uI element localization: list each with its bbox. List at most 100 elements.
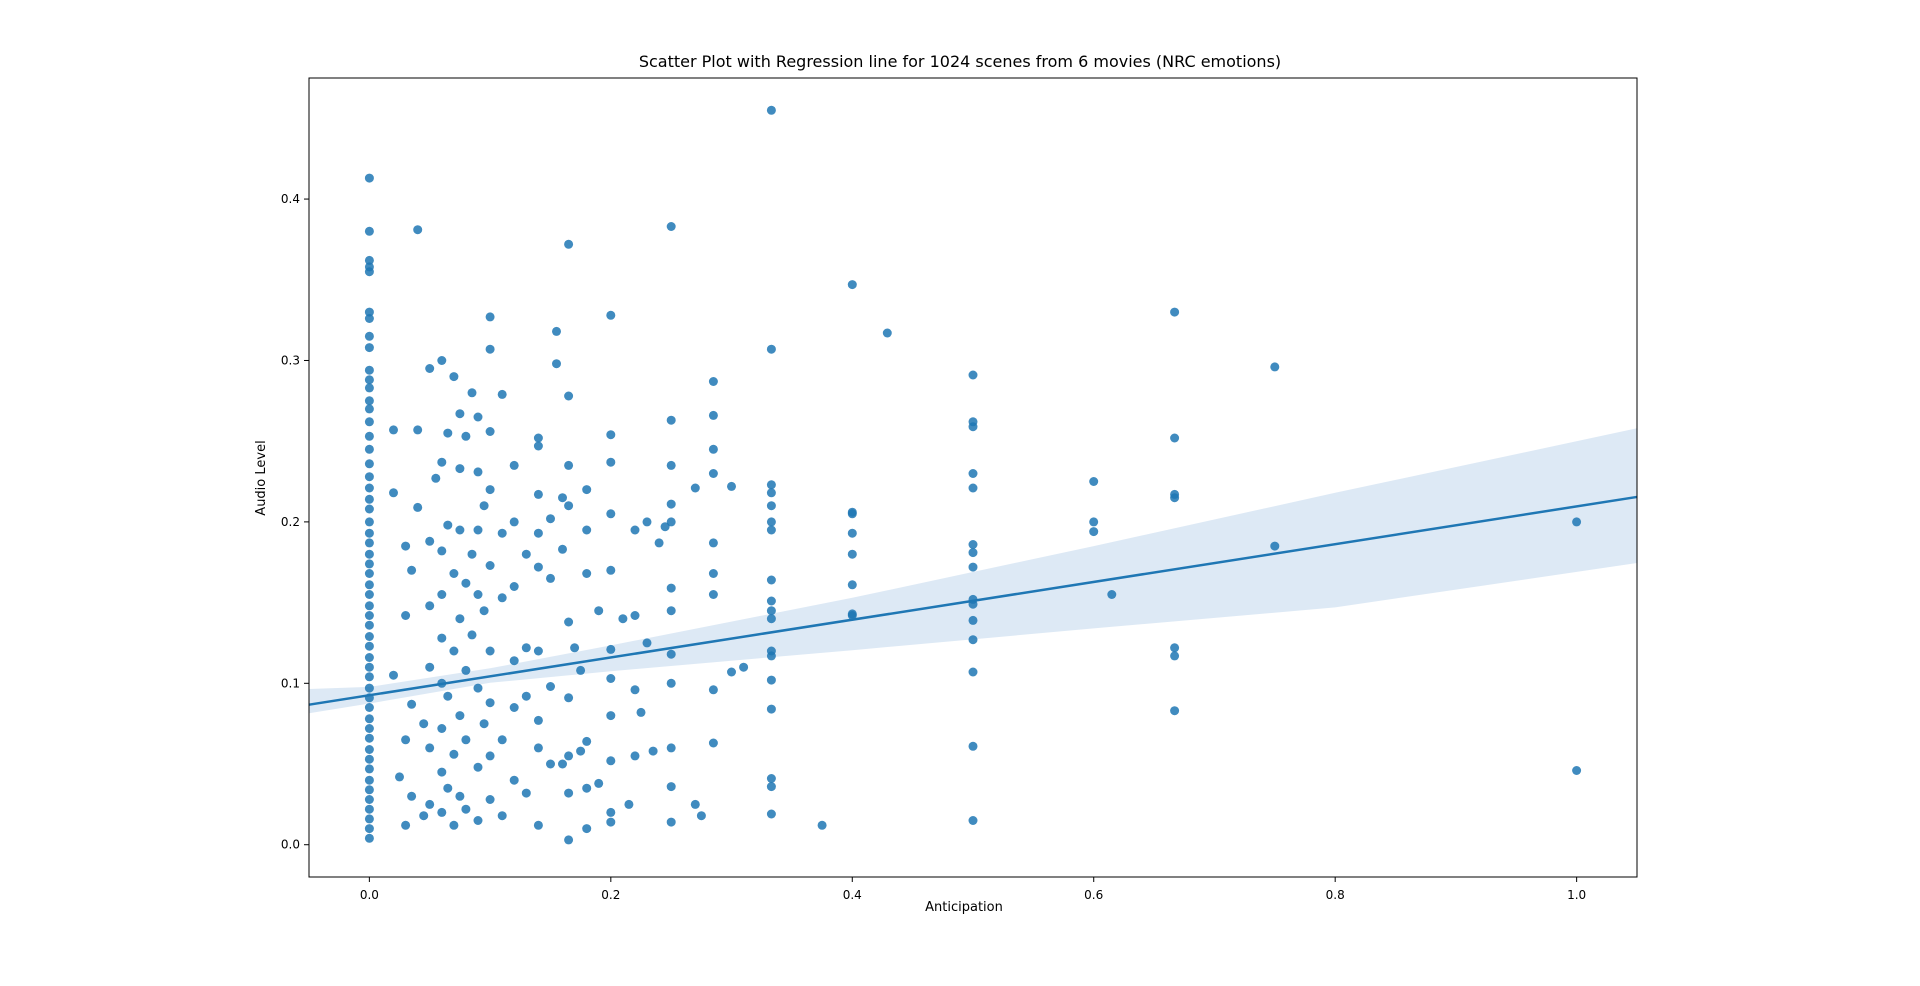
data-point <box>766 105 776 115</box>
chart-title: Scatter Plot with Regression line for 10… <box>639 52 1281 71</box>
data-point <box>558 759 567 769</box>
data-point <box>364 255 374 265</box>
data-point <box>766 525 776 535</box>
data-point <box>461 804 471 814</box>
data-point <box>968 540 978 549</box>
data-point <box>766 596 776 606</box>
data-point <box>766 704 776 714</box>
data-point <box>407 565 417 575</box>
data-point <box>425 743 435 753</box>
data-point <box>425 662 435 672</box>
data-point <box>766 675 776 685</box>
data-point <box>666 649 676 659</box>
y-axis-label: Audio Level <box>254 440 269 515</box>
x-tick-label: 0.0 <box>360 888 379 902</box>
data-point <box>467 388 477 398</box>
data-point <box>461 578 471 588</box>
data-point <box>407 791 417 801</box>
data-point <box>401 611 411 620</box>
data-point <box>364 538 374 548</box>
data-point <box>630 525 640 535</box>
x-axis-ticks: 0.0 0.2 0.4 0.6 0.8 1.0 <box>360 877 1586 902</box>
data-point <box>485 427 495 436</box>
data-point <box>1170 307 1180 317</box>
data-point <box>497 528 507 538</box>
data-point <box>364 494 374 504</box>
data-point <box>533 646 543 656</box>
data-point <box>766 575 776 585</box>
x-tick-label: 0.2 <box>601 888 620 902</box>
data-point <box>509 775 519 785</box>
data-point <box>389 425 398 435</box>
data-point <box>766 651 776 661</box>
data-point <box>766 501 776 511</box>
y-tick-label: 0.4 <box>281 192 300 206</box>
data-point <box>546 759 555 769</box>
data-point <box>1170 643 1180 653</box>
y-tick-label: 0.3 <box>281 353 300 367</box>
data-point <box>606 430 616 440</box>
data-point <box>727 667 736 677</box>
data-point <box>642 517 652 527</box>
data-point <box>666 782 676 792</box>
data-point <box>606 711 616 721</box>
data-point <box>461 665 471 675</box>
data-point <box>364 173 374 183</box>
data-point <box>708 377 718 386</box>
data-point <box>473 762 483 772</box>
data-point <box>364 724 374 733</box>
data-point <box>364 714 374 724</box>
data-point <box>473 683 483 693</box>
data-point <box>968 816 978 825</box>
data-point <box>401 541 411 551</box>
data-point <box>425 536 435 546</box>
data-point <box>461 431 471 441</box>
data-point <box>395 772 404 782</box>
data-point <box>546 682 555 691</box>
data-point <box>497 593 507 603</box>
y-tick-label: 0.1 <box>281 676 300 690</box>
data-point <box>968 599 978 609</box>
data-point <box>461 735 471 745</box>
data-point <box>576 746 586 756</box>
data-point <box>364 483 374 493</box>
data-point <box>364 833 374 843</box>
data-point <box>660 522 670 532</box>
data-point <box>847 549 857 559</box>
data-point <box>389 670 398 680</box>
data-point <box>364 559 374 569</box>
data-point <box>1107 590 1117 599</box>
data-point <box>364 745 374 754</box>
data-point <box>467 630 477 640</box>
data-point <box>455 464 465 474</box>
data-point <box>455 614 465 624</box>
data-point <box>473 525 483 535</box>
data-point <box>437 457 447 467</box>
data-point <box>564 391 574 401</box>
data-point <box>666 817 676 827</box>
data-point <box>642 638 652 648</box>
data-point <box>364 683 374 693</box>
data-point <box>558 493 567 503</box>
data-point <box>364 431 374 441</box>
data-point <box>968 469 978 478</box>
data-point <box>606 565 616 575</box>
data-point <box>485 344 495 354</box>
data-point <box>1089 527 1099 537</box>
data-point <box>533 441 543 451</box>
data-point <box>1089 517 1099 527</box>
data-point <box>624 799 634 809</box>
data-point <box>847 528 857 538</box>
data-point <box>666 743 676 753</box>
data-point <box>364 703 374 712</box>
data-point <box>533 743 543 753</box>
data-point <box>437 356 447 365</box>
data-point <box>882 328 892 338</box>
data-point <box>364 504 374 514</box>
data-point <box>606 310 616 320</box>
data-point <box>594 778 604 788</box>
data-point <box>364 775 374 785</box>
data-point <box>666 583 676 593</box>
data-point <box>479 501 489 511</box>
data-point <box>364 653 374 662</box>
